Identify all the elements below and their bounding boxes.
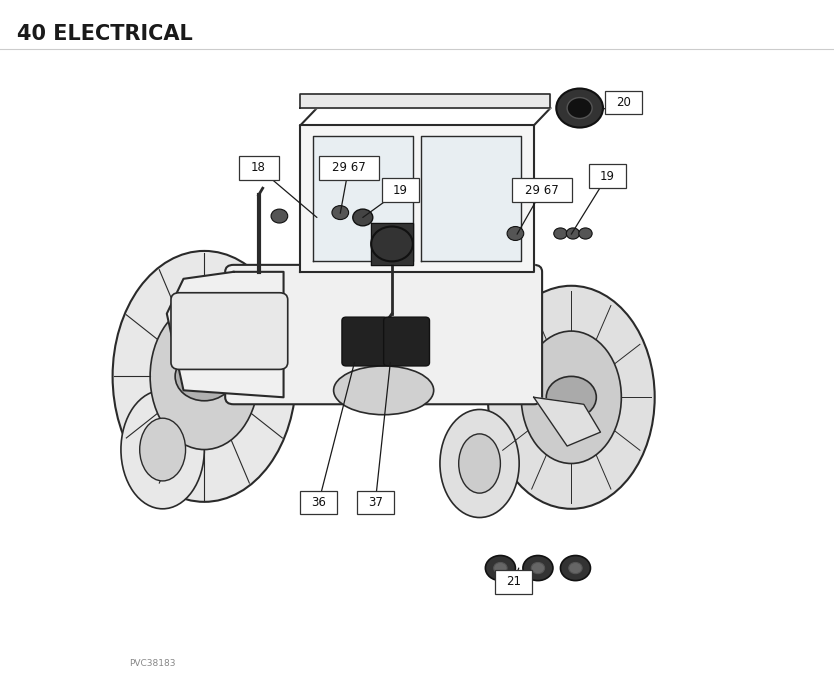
- Text: 29 67: 29 67: [332, 162, 365, 174]
- FancyBboxPatch shape: [319, 156, 379, 180]
- Ellipse shape: [150, 303, 259, 450]
- FancyBboxPatch shape: [239, 156, 279, 180]
- Text: 19: 19: [600, 170, 615, 183]
- Polygon shape: [300, 94, 550, 108]
- Circle shape: [554, 228, 567, 239]
- Circle shape: [567, 98, 592, 118]
- Circle shape: [485, 556, 515, 581]
- FancyBboxPatch shape: [512, 178, 572, 202]
- Text: 36: 36: [311, 496, 326, 509]
- Ellipse shape: [440, 410, 519, 517]
- Circle shape: [332, 206, 349, 220]
- Polygon shape: [371, 223, 413, 265]
- Circle shape: [353, 209, 373, 226]
- FancyBboxPatch shape: [225, 265, 542, 404]
- FancyBboxPatch shape: [384, 317, 430, 366]
- Polygon shape: [313, 136, 413, 261]
- Circle shape: [579, 228, 592, 239]
- Text: 21: 21: [506, 576, 521, 588]
- FancyBboxPatch shape: [300, 491, 337, 514]
- Circle shape: [546, 376, 596, 418]
- Ellipse shape: [334, 366, 434, 415]
- Text: PVC38183: PVC38183: [129, 659, 176, 668]
- Ellipse shape: [459, 434, 500, 493]
- Polygon shape: [167, 272, 284, 397]
- Text: 40 ELECTRICAL: 40 ELECTRICAL: [17, 24, 193, 45]
- Text: 20: 20: [616, 96, 631, 109]
- FancyBboxPatch shape: [605, 91, 642, 114]
- Ellipse shape: [113, 251, 296, 502]
- FancyBboxPatch shape: [495, 570, 532, 594]
- Circle shape: [271, 209, 288, 223]
- Circle shape: [507, 227, 524, 240]
- Ellipse shape: [521, 331, 621, 464]
- Circle shape: [523, 556, 553, 581]
- Polygon shape: [421, 136, 521, 261]
- Circle shape: [175, 352, 234, 401]
- Ellipse shape: [139, 418, 185, 481]
- Text: 19: 19: [393, 184, 408, 197]
- FancyBboxPatch shape: [171, 293, 288, 369]
- Ellipse shape: [488, 286, 655, 509]
- Circle shape: [494, 562, 507, 574]
- Polygon shape: [300, 125, 534, 272]
- Circle shape: [560, 556, 590, 581]
- Circle shape: [566, 228, 580, 239]
- Text: 18: 18: [251, 162, 266, 174]
- Text: 29 67: 29 67: [525, 184, 559, 197]
- FancyBboxPatch shape: [382, 178, 419, 202]
- FancyBboxPatch shape: [589, 164, 626, 188]
- FancyBboxPatch shape: [357, 491, 394, 514]
- Text: 37: 37: [368, 496, 383, 509]
- Circle shape: [569, 562, 582, 574]
- Circle shape: [556, 89, 603, 128]
- FancyBboxPatch shape: [342, 317, 388, 366]
- Ellipse shape: [121, 390, 204, 509]
- Circle shape: [531, 562, 545, 574]
- Polygon shape: [534, 397, 600, 446]
